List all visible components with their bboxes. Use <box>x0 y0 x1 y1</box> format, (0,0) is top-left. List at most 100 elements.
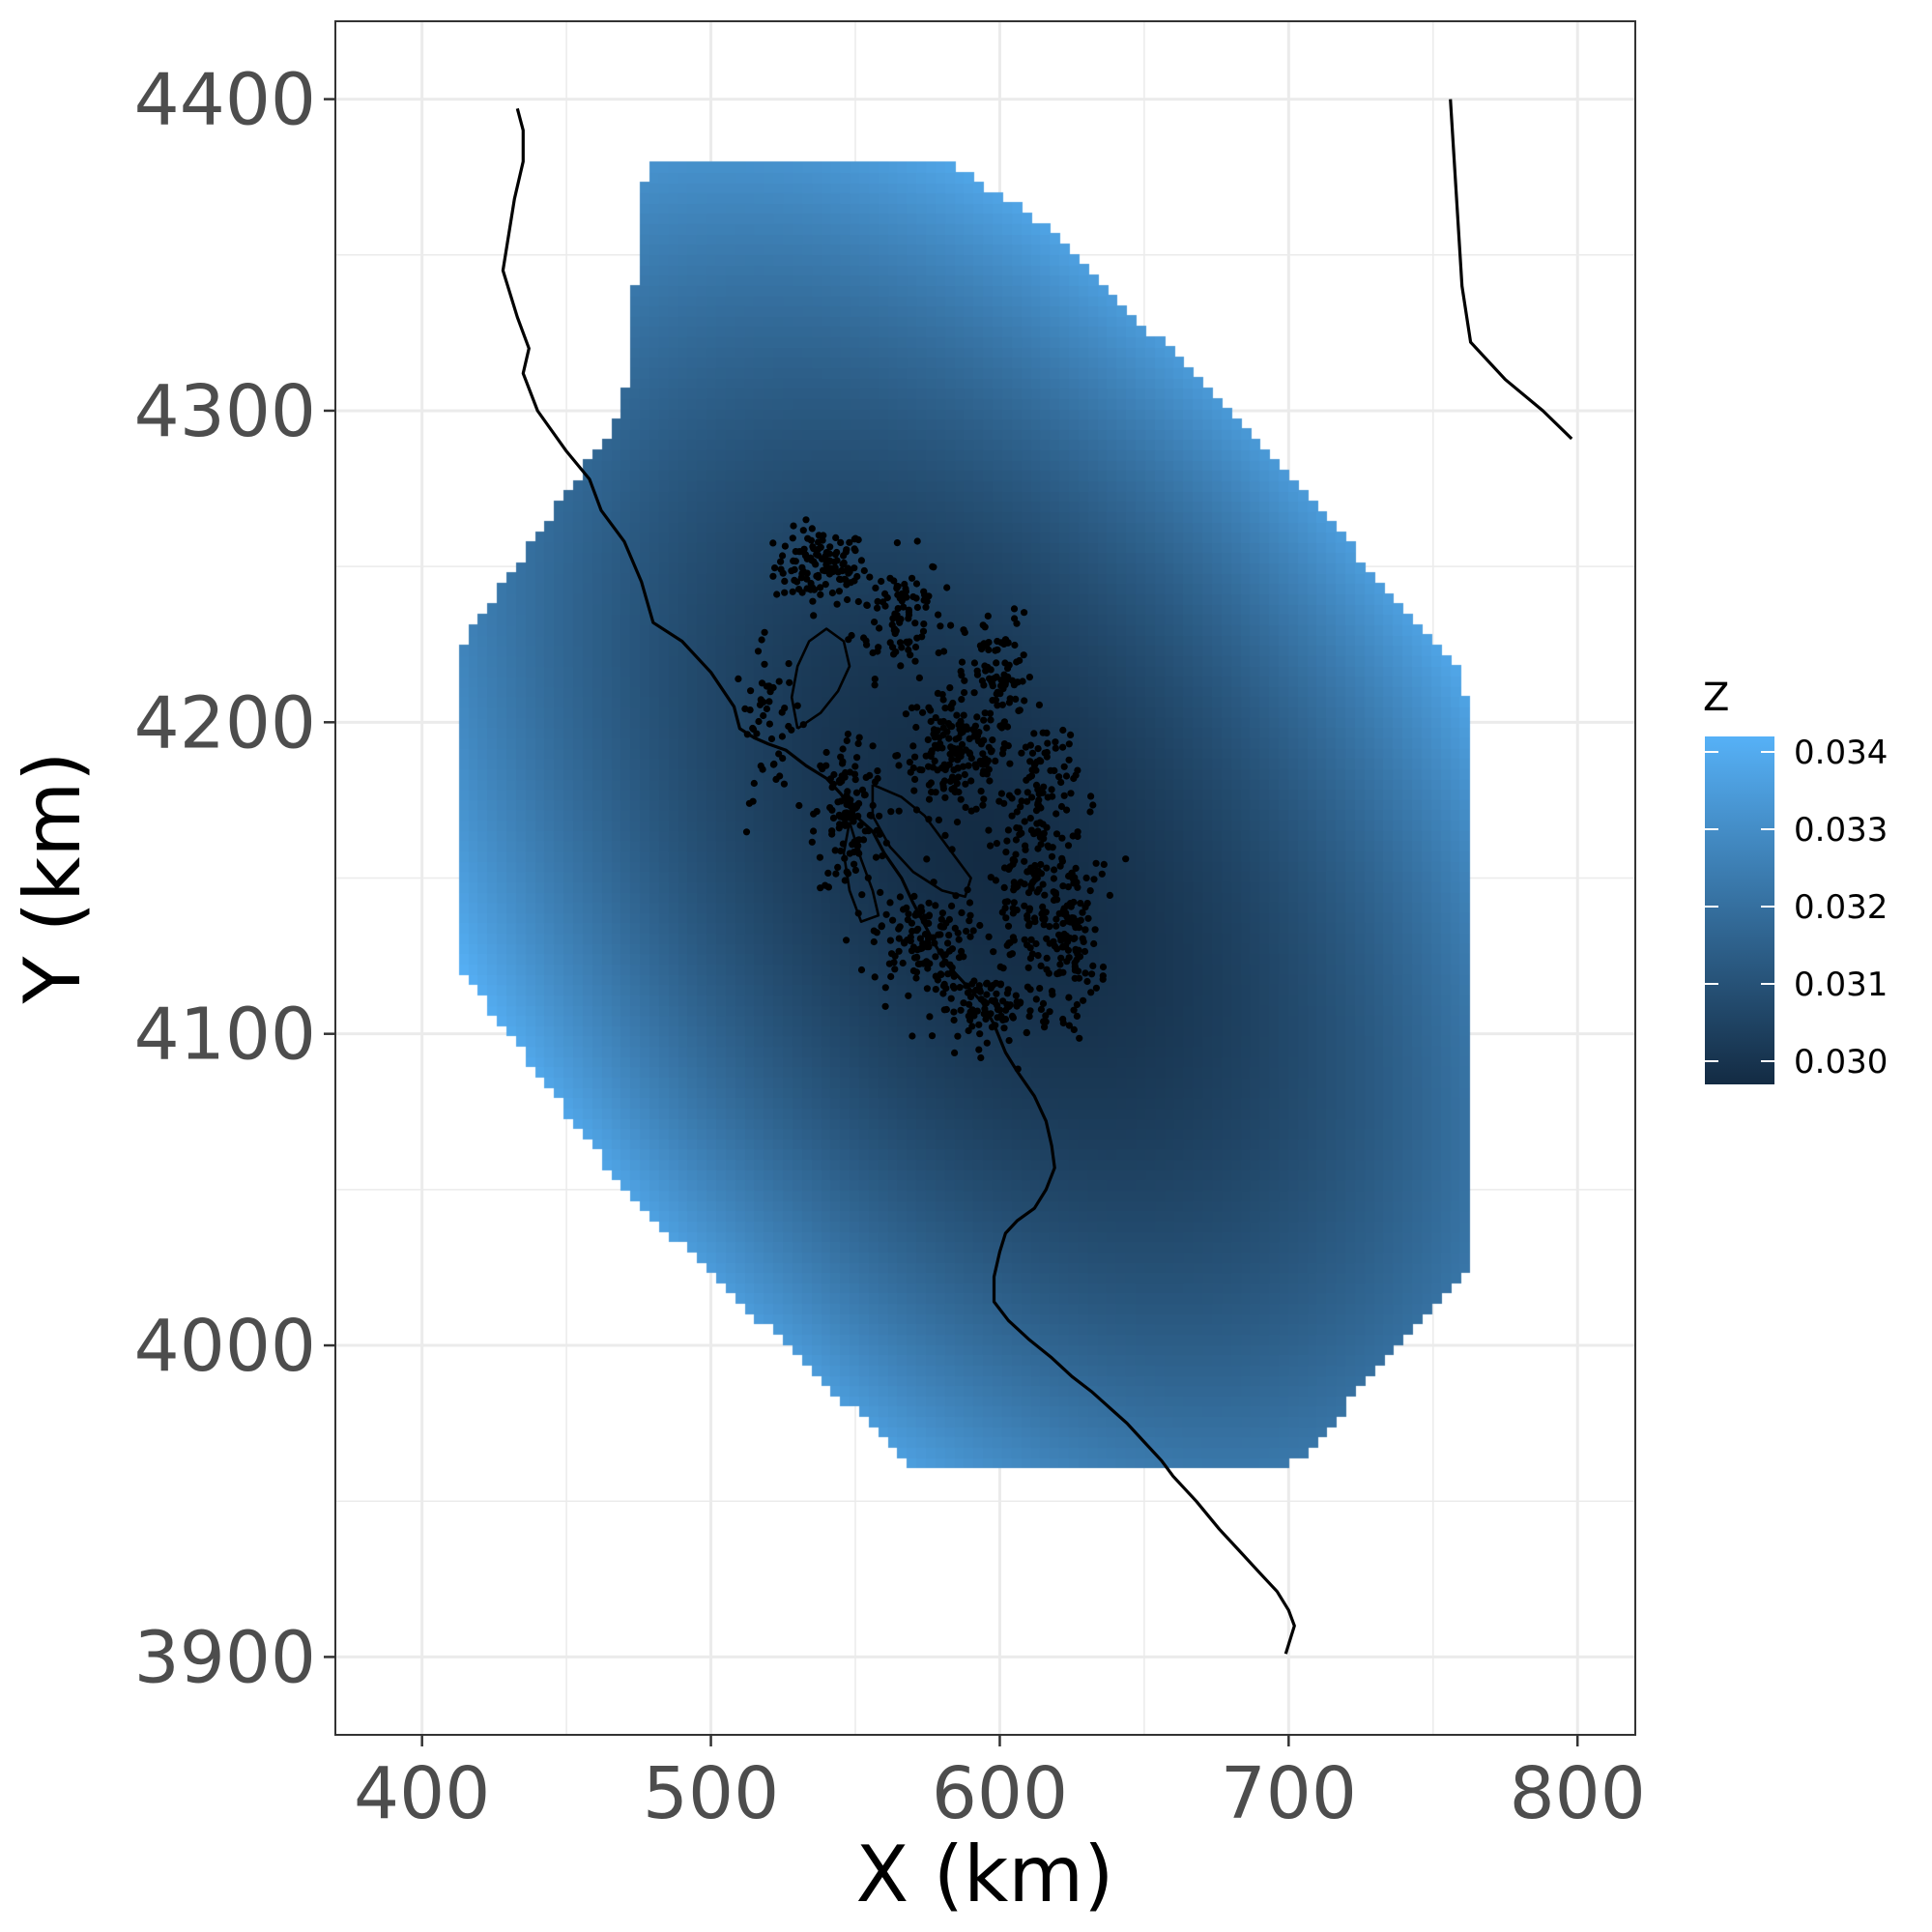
data-point <box>871 681 879 689</box>
data-point <box>1005 1037 1013 1045</box>
data-point <box>1018 797 1025 805</box>
data-point <box>1005 661 1013 669</box>
data-point <box>945 735 953 742</box>
y-tick-label: 3900 <box>134 1616 316 1699</box>
data-point <box>952 735 960 743</box>
data-point <box>814 545 822 554</box>
data-point <box>1021 697 1028 705</box>
data-point <box>960 953 967 961</box>
data-point <box>844 730 852 738</box>
data-point <box>948 902 956 910</box>
data-point <box>1063 806 1071 814</box>
data-point <box>1067 731 1075 739</box>
data-point <box>1033 874 1041 882</box>
data-point <box>922 603 930 611</box>
data-point <box>856 822 864 829</box>
data-point <box>1003 898 1011 906</box>
data-point <box>1077 900 1084 908</box>
data-point <box>1066 900 1075 908</box>
data-point <box>945 932 953 939</box>
data-point <box>976 988 984 995</box>
data-point <box>1065 994 1073 1001</box>
legend-label: 0.031 <box>1794 966 1888 1004</box>
data-point <box>998 701 1006 708</box>
data-point <box>826 804 834 812</box>
data-point <box>1002 914 1010 922</box>
data-point <box>849 841 856 849</box>
data-point <box>989 736 996 744</box>
data-point <box>948 964 956 971</box>
data-point <box>908 927 916 936</box>
data-point <box>824 883 833 891</box>
data-point <box>1043 864 1051 872</box>
data-point <box>1088 970 1096 978</box>
y-tick-label: 4100 <box>134 994 316 1077</box>
data-point <box>1022 846 1029 853</box>
data-point <box>957 1006 965 1014</box>
data-point <box>1044 739 1052 747</box>
data-point <box>1057 802 1066 811</box>
data-point <box>871 676 879 683</box>
data-point <box>828 830 836 838</box>
data-point <box>1053 810 1060 818</box>
data-point <box>908 947 916 955</box>
data-point <box>873 826 881 834</box>
data-point <box>866 811 874 820</box>
data-point <box>980 681 988 689</box>
data-point <box>840 559 848 567</box>
data-point <box>886 937 895 944</box>
data-point <box>1032 939 1040 948</box>
data-point <box>1024 868 1031 876</box>
data-point <box>989 697 996 705</box>
data-point <box>1008 794 1016 802</box>
data-point <box>925 911 934 919</box>
data-point <box>1016 824 1024 832</box>
data-point <box>1020 651 1027 659</box>
data-point <box>769 539 777 547</box>
data-point <box>962 803 969 812</box>
lake-outline <box>790 627 851 730</box>
data-point <box>767 735 776 743</box>
data-point <box>1059 726 1067 735</box>
data-point <box>919 708 927 716</box>
data-point <box>795 548 803 556</box>
data-point <box>853 801 861 809</box>
data-point <box>1059 1015 1067 1024</box>
data-point <box>870 927 878 935</box>
data-point <box>911 643 920 651</box>
data-point <box>968 1006 976 1014</box>
data-point <box>900 906 908 913</box>
data-point <box>843 868 851 876</box>
data-point <box>839 745 847 753</box>
y-tick-label: 4300 <box>134 370 316 453</box>
data-point <box>842 548 850 556</box>
data-point <box>1008 950 1016 958</box>
data-point <box>1073 956 1081 964</box>
x-tick-label: 600 <box>932 1752 1068 1835</box>
data-point <box>887 972 895 981</box>
data-point <box>903 638 910 646</box>
data-point <box>905 606 913 614</box>
data-point <box>858 891 866 899</box>
data-point <box>985 646 993 654</box>
data-point <box>869 649 877 657</box>
data-point <box>960 626 967 634</box>
data-point <box>1080 937 1087 946</box>
data-point <box>904 937 911 944</box>
data-point <box>1008 812 1016 820</box>
data-point <box>941 705 949 712</box>
data-point <box>798 563 806 571</box>
coastline <box>1449 99 1573 441</box>
data-point <box>938 691 946 699</box>
data-point <box>963 927 970 936</box>
data-point <box>932 986 939 994</box>
data-point <box>1004 922 1013 930</box>
data-point <box>802 516 810 524</box>
data-point <box>919 627 928 635</box>
data-point <box>975 1021 983 1028</box>
data-point <box>890 577 898 585</box>
data-point <box>1039 999 1048 1007</box>
data-point <box>854 597 862 606</box>
data-point <box>987 666 995 674</box>
y-tick-label: 4000 <box>134 1305 316 1388</box>
